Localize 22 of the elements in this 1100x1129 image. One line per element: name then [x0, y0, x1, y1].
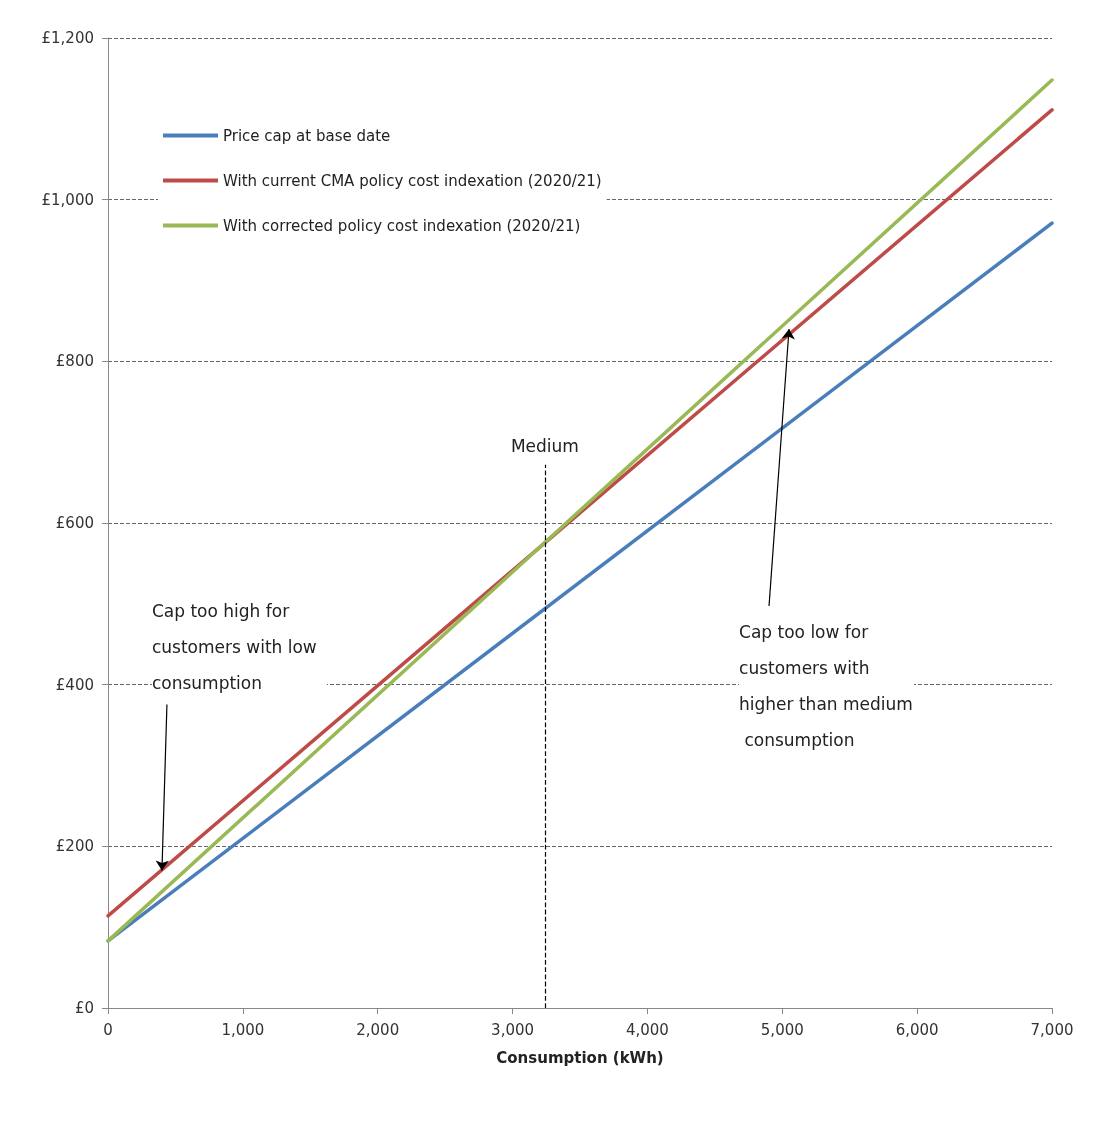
x-tick-label: 4,000: [625, 1020, 669, 1039]
legend-label: With current CMA policy cost indexation (2020/21): [223, 171, 602, 190]
x-tick-label: 0: [103, 1020, 113, 1039]
x-tick-label: 3,000: [491, 1020, 535, 1039]
legend-label: With corrected policy cost indexation (2020/21): [223, 216, 581, 235]
x-tick-label: 7,000: [1030, 1020, 1074, 1039]
annotation: Cap too high for customers with low consumption: [151, 600, 323, 693]
y-tick-label: £1,000: [41, 190, 94, 209]
y-tick-label: £1,200: [41, 29, 94, 47]
annotation: Cap too low for customers with higher than medium consumption: [739, 622, 913, 750]
y-tick-label: £600: [55, 514, 94, 532]
x-tick-label: 1,000: [221, 1020, 265, 1039]
x-tick-label: 5,000: [760, 1020, 804, 1039]
x-axis-title: Consumption (kWh): [496, 1048, 664, 1067]
y-tick-label: £800: [55, 352, 94, 371]
y-tick-label: £0: [74, 999, 94, 1017]
x-tick-label: 6,000: [895, 1020, 939, 1039]
y-tick-label: £400: [55, 675, 94, 694]
y-tick-label: £200: [55, 837, 94, 856]
ref-line-label: Medium: [510, 436, 579, 457]
x-tick-label: 2,000: [356, 1020, 400, 1039]
legend-label: Price cap at base date: [223, 126, 391, 145]
